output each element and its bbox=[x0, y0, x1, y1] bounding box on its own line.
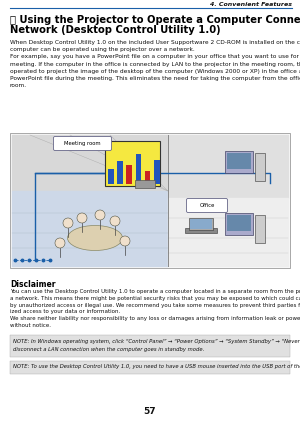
Bar bbox=[189, 218, 213, 230]
Text: Disclaimer: Disclaimer bbox=[10, 280, 56, 289]
Circle shape bbox=[120, 236, 130, 246]
Bar bbox=[227, 215, 251, 231]
Bar bbox=[105, 141, 160, 186]
Bar bbox=[145, 171, 150, 184]
Bar bbox=[10, 133, 290, 268]
Bar bbox=[225, 151, 253, 173]
Text: by unauthorized access or illegal use. We recommend you take some measures to pr: by unauthorized access or illegal use. W… bbox=[10, 303, 300, 307]
Bar bbox=[126, 165, 132, 184]
Bar bbox=[185, 228, 217, 233]
Polygon shape bbox=[105, 186, 160, 188]
Polygon shape bbox=[12, 135, 168, 191]
Text: PowerPoint file during the meeting. This eliminates the need for taking the comp: PowerPoint file during the meeting. This… bbox=[10, 76, 300, 81]
Circle shape bbox=[63, 218, 73, 228]
FancyBboxPatch shape bbox=[187, 198, 227, 212]
Text: Meeting room: Meeting room bbox=[64, 141, 101, 146]
Text: We share neither liability nor responsibility to any loss or damages arising fro: We share neither liability nor responsib… bbox=[10, 316, 300, 321]
Bar bbox=[255, 153, 265, 181]
Circle shape bbox=[110, 216, 120, 226]
Text: computer can be operated using the projector over a network.: computer can be operated using the proje… bbox=[10, 47, 195, 52]
Bar bbox=[117, 161, 123, 184]
Ellipse shape bbox=[68, 226, 122, 251]
Bar bbox=[108, 169, 114, 184]
Text: NOTE: In Windows operating system, click “Control Panel” → “Power Options” → “Sy: NOTE: In Windows operating system, click… bbox=[13, 339, 300, 344]
Circle shape bbox=[95, 210, 105, 220]
Text: meeting. If the computer in the office is connected by LAN to the projector in t: meeting. If the computer in the office i… bbox=[10, 61, 300, 67]
Polygon shape bbox=[12, 191, 168, 266]
Bar bbox=[136, 154, 141, 184]
Text: When Desktop Control Utility 1.0 on the included User Supportware 2 CD-ROM is in: When Desktop Control Utility 1.0 on the … bbox=[10, 40, 300, 45]
Bar bbox=[154, 160, 160, 184]
Text: NOTE: To use the Desktop Control Utility 1.0, you need to have a USB mouse inser: NOTE: To use the Desktop Control Utility… bbox=[13, 364, 300, 369]
Text: 4. Convenient Features: 4. Convenient Features bbox=[210, 2, 292, 7]
Text: Network (Desktop Control Utility 1.0): Network (Desktop Control Utility 1.0) bbox=[10, 25, 220, 35]
Text: 57: 57 bbox=[144, 407, 156, 416]
Bar bbox=[255, 215, 265, 243]
Bar bbox=[225, 213, 253, 235]
Polygon shape bbox=[168, 198, 288, 266]
Text: For example, say you have a PowerPoint file on a computer in your office that yo: For example, say you have a PowerPoint f… bbox=[10, 54, 300, 59]
Text: Office: Office bbox=[199, 203, 215, 208]
Text: without notice.: without notice. bbox=[10, 323, 51, 328]
Bar bbox=[135, 180, 155, 188]
Bar bbox=[227, 153, 251, 169]
Text: room.: room. bbox=[10, 83, 27, 88]
FancyBboxPatch shape bbox=[53, 137, 112, 151]
Bar bbox=[10, 335, 290, 357]
Circle shape bbox=[77, 213, 87, 223]
Text: a network. This means there might be potential security risks that you may be ex: a network. This means there might be pot… bbox=[10, 296, 300, 301]
Circle shape bbox=[55, 238, 65, 248]
Text: ⓣ Using the Projector to Operate a Computer Connected on a: ⓣ Using the Projector to Operate a Compu… bbox=[10, 15, 300, 25]
Bar bbox=[190, 219, 212, 229]
Text: operated to project the image of the desktop of the computer (Windows 2000 or XP: operated to project the image of the des… bbox=[10, 69, 300, 74]
Text: You can use the Desktop Control Utility 1.0 to operate a computer located in a s: You can use the Desktop Control Utility … bbox=[10, 289, 300, 294]
Polygon shape bbox=[168, 135, 288, 198]
Bar bbox=[10, 361, 290, 374]
Text: ized access to your data or information.: ized access to your data or information. bbox=[10, 310, 120, 315]
Text: disconnect a LAN connection when the computer goes in standby mode.: disconnect a LAN connection when the com… bbox=[13, 347, 204, 352]
